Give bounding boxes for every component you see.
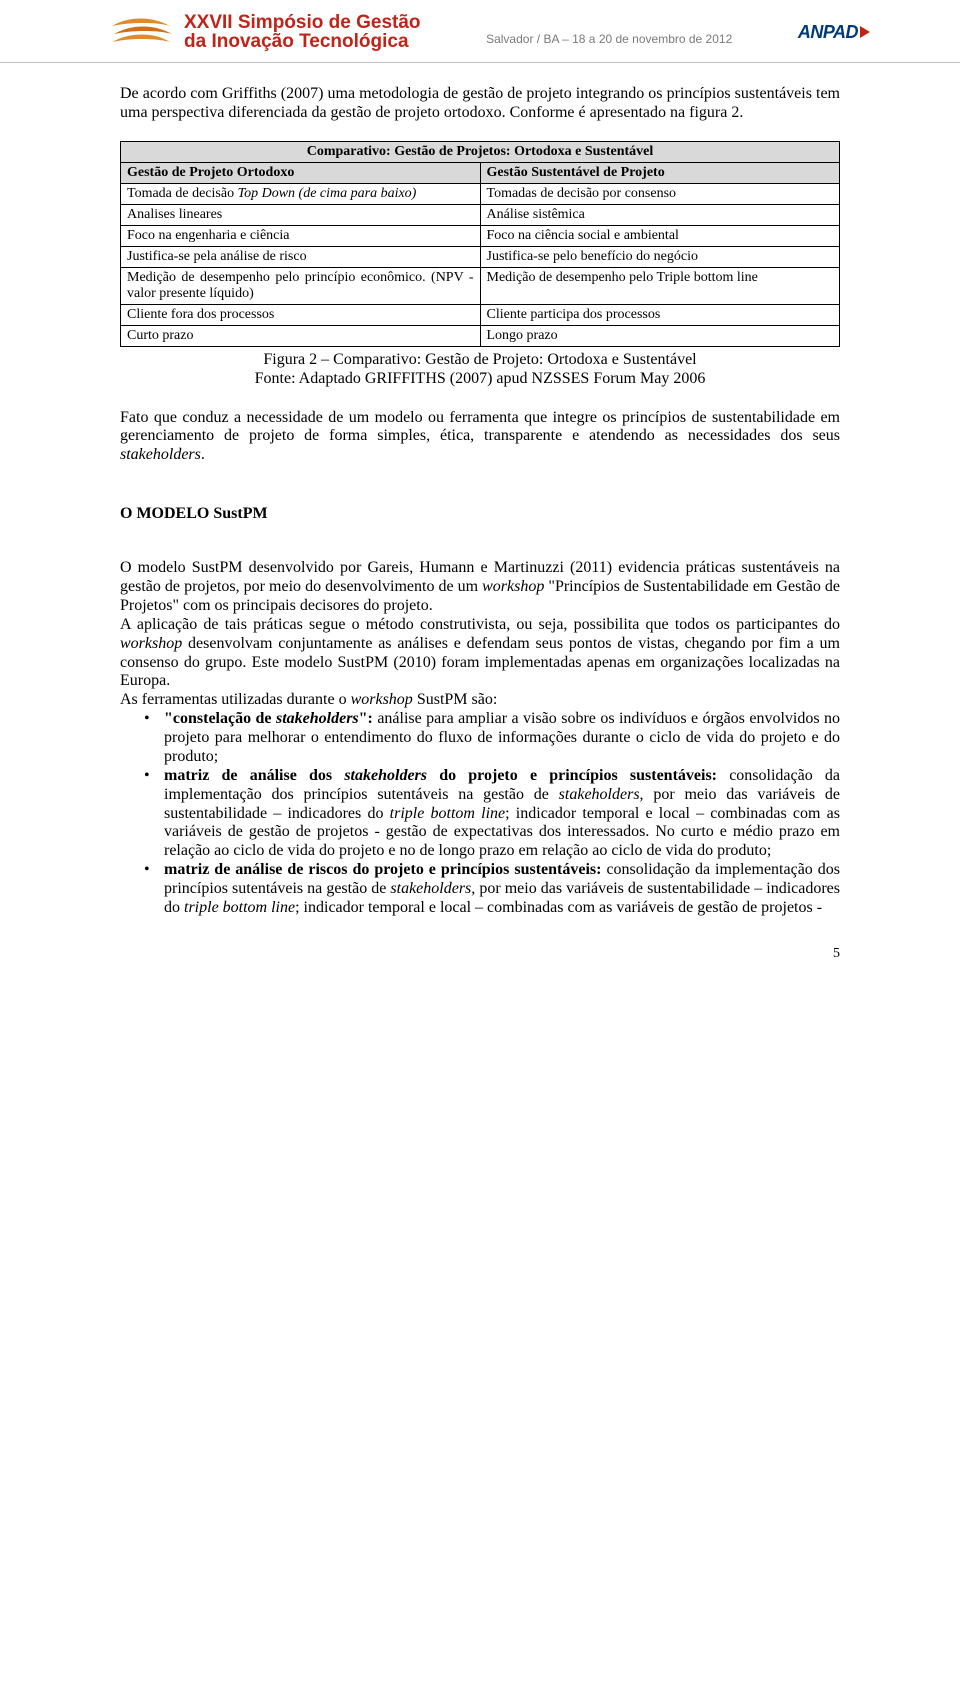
body-p1: O modelo SustPM desenvolvido por Gareis,… <box>120 559 840 616</box>
table-cell-left: Justifica-se pela análise de risco <box>121 246 481 267</box>
table-row: Justifica-se pela análise de risco Justi… <box>121 246 840 267</box>
body-p2: A aplicação de tais práticas segue o mét… <box>120 616 840 692</box>
intro-paragraph: De acordo com Griffiths (2007) uma metod… <box>0 63 960 123</box>
table-cell-left: Curto prazo <box>121 325 481 346</box>
table-cell-right: Análise sistêmica <box>480 204 840 225</box>
event-title-line2: da Inovação Tecnológica <box>184 32 421 51</box>
table-header-row: Gestão de Projeto Ortodoxo Gestão Susten… <box>121 162 840 183</box>
para-after-table-italic: stakeholders <box>120 446 201 463</box>
list-item: matriz de análise dos stakeholders do pr… <box>120 767 840 861</box>
table-row: Curto prazo Longo prazo <box>121 325 840 346</box>
table-row: Cliente fora dos processos Cliente parti… <box>121 304 840 325</box>
intro-text: De acordo com Griffiths (2007) uma metod… <box>120 85 840 123</box>
page-header: XXVII Simpósio de Gestão da Inovação Tec… <box>0 0 960 63</box>
body-p3: As ferramentas utilizadas durante o work… <box>120 691 840 710</box>
header-right: ANPAD <box>798 22 870 43</box>
para-after-table-lead: Fato que conduz a necessidade de um mode… <box>120 409 840 445</box>
list-item: matriz de análise de riscos do projeto e… <box>120 861 840 918</box>
table-caption: Figura 2 – Comparativo: Gestão de Projet… <box>0 347 960 389</box>
table-cell-right: Justifica-se pelo benefício do negócio <box>480 246 840 267</box>
table-row: Tomada de decisão Top Down (de cima para… <box>121 183 840 204</box>
event-title: XXVII Simpósio de Gestão da Inovação Tec… <box>184 13 421 52</box>
anpad-logo-icon: ANPAD <box>798 22 870 43</box>
table-row: Medição de desempenho pelo princípio eco… <box>121 267 840 304</box>
table-title-row: Comparativo: Gestão de Projetos: Ortodox… <box>121 141 840 162</box>
table-cell-left: Medição de desempenho pelo princípio eco… <box>121 267 481 304</box>
bullet-list: "constelação de stakeholders": análise p… <box>0 710 960 918</box>
anpad-triangle-icon <box>860 26 870 38</box>
event-location-dates: Salvador / BA – 18 a 20 de novembro de 2… <box>486 18 732 46</box>
table-row: Analises lineares Análise sistêmica <box>121 204 840 225</box>
header-left: XXVII Simpósio de Gestão da Inovação Tec… <box>110 12 421 52</box>
anpad-label: ANPAD <box>798 22 858 43</box>
table-head-left: Gestão de Projeto Ortodoxo <box>121 162 481 183</box>
table-cell-left: Cliente fora dos processos <box>121 304 481 325</box>
table-row: Foco na engenharia e ciência Foco na ciê… <box>121 225 840 246</box>
event-title-line1: XXVII Simpósio de Gestão <box>184 13 421 32</box>
comparative-table: Comparativo: Gestão de Projetos: Ortodox… <box>120 141 840 347</box>
table-cell-left: Tomada de decisão Top Down (de cima para… <box>121 183 481 204</box>
para-after-table-tail: . <box>201 446 205 463</box>
table-cell-left: Foco na engenharia e ciência <box>121 225 481 246</box>
table-cell-right: Medição de desempenho pelo Triple bottom… <box>480 267 840 304</box>
event-logo-icon <box>110 12 174 52</box>
table-cell-right: Cliente participa dos processos <box>480 304 840 325</box>
page-number: 5 <box>0 918 960 962</box>
table-cell-left: Analises lineares <box>121 204 481 225</box>
table-cell-right: Longo prazo <box>480 325 840 346</box>
para-after-table-text: Fato que conduz a necessidade de um mode… <box>120 409 840 466</box>
section-heading: O MODELO SustPM <box>0 465 960 523</box>
table-head-right: Gestão Sustentável de Projeto <box>480 162 840 183</box>
table-caption-line2: Fonte: Adaptado GRIFFITHS (2007) apud NZ… <box>120 370 840 389</box>
table-caption-line1: Figura 2 – Comparativo: Gestão de Projet… <box>120 351 840 370</box>
comparative-table-wrap: Comparativo: Gestão de Projetos: Ortodox… <box>0 123 960 347</box>
list-item: "constelação de stakeholders": análise p… <box>120 710 840 767</box>
table-cell-right: Foco na ciência social e ambiental <box>480 225 840 246</box>
table-title: Comparativo: Gestão de Projetos: Ortodox… <box>121 141 840 162</box>
para-after-table: Fato que conduz a necessidade de um mode… <box>0 389 960 466</box>
table-cell-right: Tomadas de decisão por consenso <box>480 183 840 204</box>
body-paragraphs: O modelo SustPM desenvolvido por Gareis,… <box>0 523 960 710</box>
